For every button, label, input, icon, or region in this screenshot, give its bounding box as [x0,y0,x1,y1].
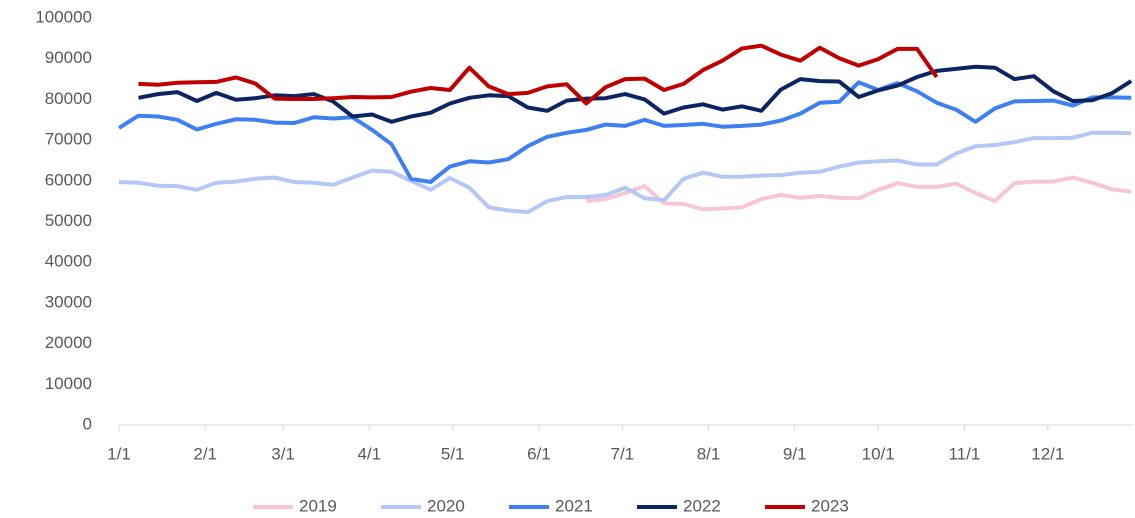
y-tick-label: 30000 [45,292,92,311]
x-tick-label: 7/1 [611,444,635,463]
y-tick-label: 80000 [45,89,92,108]
x-tick-label: 11/1 [948,444,980,463]
y-tick-label: 40000 [45,252,92,271]
y-tick-label: 100000 [35,7,92,26]
y-tick-label: 90000 [45,48,92,67]
y-tick-label: 70000 [45,130,92,149]
series-line [585,175,1132,212]
x-tick-label: 2/1 [193,444,217,463]
x-tick-label: 9/1 [783,444,807,463]
x-tick-label: 8/1 [697,444,721,463]
y-tick-label: 50000 [45,211,92,230]
x-tick-label: 1/1 [107,444,131,463]
x-tick-label: 4/1 [357,444,381,463]
series-line [117,80,1132,184]
x-tick-label: 6/1 [527,444,551,463]
legend-label: 2021 [555,496,593,515]
legend-label: 2019 [299,496,337,515]
x-tick-label: 3/1 [271,444,295,463]
x-tick-label: 10/1 [862,444,895,463]
x-tick-label: 5/1 [441,444,465,463]
y-tick-label: 20000 [45,333,92,352]
legend-label: 2020 [427,496,465,515]
y-tick-label: 60000 [45,170,92,189]
legend-label: 2023 [811,496,849,515]
y-tick-label: 0 [83,414,92,433]
series-line [138,64,1133,124]
y-tick-label: 10000 [45,374,92,393]
series-line [118,130,1132,215]
series-line [138,43,939,106]
legend-label: 2022 [683,496,721,515]
x-tick-label: 12/1 [1031,444,1064,463]
